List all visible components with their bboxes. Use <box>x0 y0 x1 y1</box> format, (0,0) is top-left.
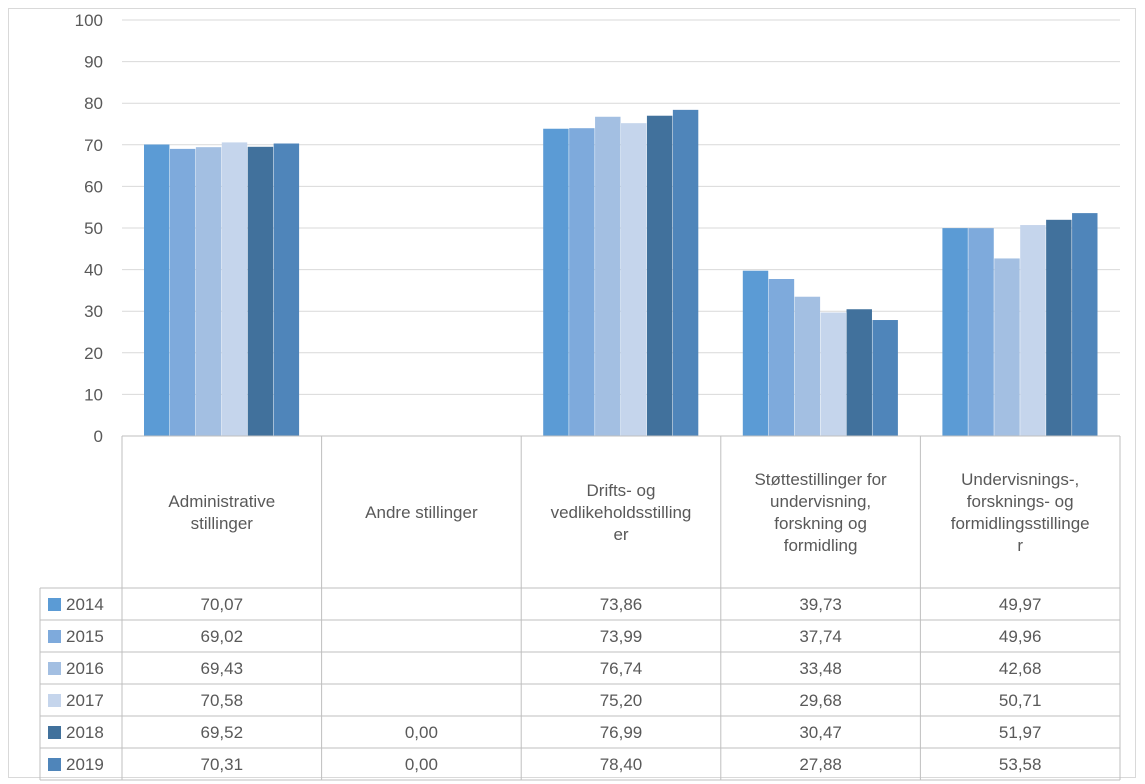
data-label-2019: 78,40 <box>600 755 643 774</box>
legend-key-2019 <box>48 758 61 771</box>
y-tick-label: 0 <box>94 427 103 446</box>
data-label-2018: 30,47 <box>799 723 842 742</box>
bar-2014-cat3 <box>742 270 769 436</box>
data-label-2017: 29,68 <box>799 691 842 710</box>
category-label: vedlikeholdsstilling <box>551 503 692 522</box>
bar-2018-cat2 <box>646 115 673 436</box>
data-label-2017: 75,20 <box>600 691 643 710</box>
legend-label-2019: 2019 <box>66 755 104 774</box>
y-tick-label: 40 <box>84 261 103 280</box>
y-tick-label: 80 <box>84 94 103 113</box>
y-tick-label: 10 <box>84 385 103 404</box>
bar-2016-cat4 <box>994 258 1020 436</box>
bar-2019-cat0 <box>273 143 300 436</box>
bar-2019-cat2 <box>672 109 699 436</box>
data-label-2014: 49,97 <box>999 595 1042 614</box>
category-label: forsknings- og <box>967 492 1074 511</box>
data-label-2014: 73,86 <box>600 595 643 614</box>
y-tick-label: 70 <box>84 136 103 155</box>
bar-2016-cat0 <box>195 147 222 436</box>
data-label-2018: 0,00 <box>405 723 438 742</box>
legend-key-2016 <box>48 662 61 675</box>
y-tick-label: 100 <box>75 11 103 30</box>
data-label-2016: 76,74 <box>600 659 643 678</box>
bar-2014-cat0 <box>144 144 170 437</box>
category-label: Andre stillinger <box>365 503 478 522</box>
legend-label-2014: 2014 <box>66 595 104 614</box>
bar-2017-cat4 <box>1020 225 1046 436</box>
data-label-2016: 69,43 <box>201 659 244 678</box>
data-label-2015: 73,99 <box>600 627 643 646</box>
category-label: Støttestillinger for <box>754 470 887 489</box>
bar-2016-cat2 <box>595 116 621 436</box>
y-tick-label: 60 <box>84 177 103 196</box>
data-label-2016: 33,48 <box>799 659 842 678</box>
category-label: formidlingsstillinge <box>951 514 1090 533</box>
category-label: forskning og <box>774 514 867 533</box>
data-label-2019: 0,00 <box>405 755 438 774</box>
data-label-2018: 51,97 <box>999 723 1042 742</box>
legend-key-2014 <box>48 598 61 611</box>
bar-2016-cat3 <box>794 296 821 436</box>
bar-2019-cat3 <box>872 320 898 436</box>
data-label-2019: 27,88 <box>799 755 842 774</box>
bar-2017-cat2 <box>621 123 647 436</box>
category-label: undervisning, <box>770 492 871 511</box>
data-label-2014: 70,07 <box>201 595 244 614</box>
y-tick-label: 30 <box>84 302 103 321</box>
data-label-2019: 53,58 <box>999 755 1042 774</box>
bar-2014-cat4 <box>942 228 968 436</box>
data-label-2017: 70,58 <box>201 691 244 710</box>
category-label: formidling <box>784 536 858 555</box>
data-label-2015: 37,74 <box>799 627 842 646</box>
bar-2017-cat3 <box>820 312 847 436</box>
y-tick-label: 90 <box>84 53 103 72</box>
bar-2018-cat0 <box>247 146 274 436</box>
y-tick-label: 50 <box>84 219 103 238</box>
data-label-2015: 69,02 <box>201 627 244 646</box>
chart-frame <box>8 8 1136 778</box>
category-label: stillinger <box>191 514 254 533</box>
category-label: Undervisnings-, <box>961 470 1079 489</box>
bar-2018-cat4 <box>1046 219 1072 436</box>
legend-label-2017: 2017 <box>66 691 104 710</box>
bar-2017-cat0 <box>221 142 248 436</box>
category-label: r <box>1017 536 1023 555</box>
bar-2015-cat2 <box>569 128 595 436</box>
data-label-2019: 70,31 <box>201 755 244 774</box>
legend-key-2017 <box>48 694 61 707</box>
data-label-2016: 42,68 <box>999 659 1042 678</box>
data-label-2018: 76,99 <box>600 723 643 742</box>
legend-label-2016: 2016 <box>66 659 104 678</box>
bar-2015-cat0 <box>169 148 196 436</box>
data-label-2017: 50,71 <box>999 691 1042 710</box>
y-tick-label: 20 <box>84 344 103 363</box>
category-label: er <box>613 525 628 544</box>
legend-label-2018: 2018 <box>66 723 104 742</box>
legend-label-2015: 2015 <box>66 627 104 646</box>
bar-2015-cat3 <box>768 279 795 436</box>
legend-key-2018 <box>48 726 61 739</box>
bar-2014-cat2 <box>543 128 569 436</box>
legend-key-2015 <box>48 630 61 643</box>
data-label-2018: 69,52 <box>201 723 244 742</box>
bar-2018-cat3 <box>846 309 872 436</box>
category-label: Drifts- og <box>587 481 656 500</box>
category-label: Administrative <box>168 492 275 511</box>
bar-2019-cat4 <box>1072 213 1098 436</box>
data-label-2014: 39,73 <box>799 595 842 614</box>
data-label-2015: 49,96 <box>999 627 1042 646</box>
bar-2015-cat4 <box>968 228 994 436</box>
